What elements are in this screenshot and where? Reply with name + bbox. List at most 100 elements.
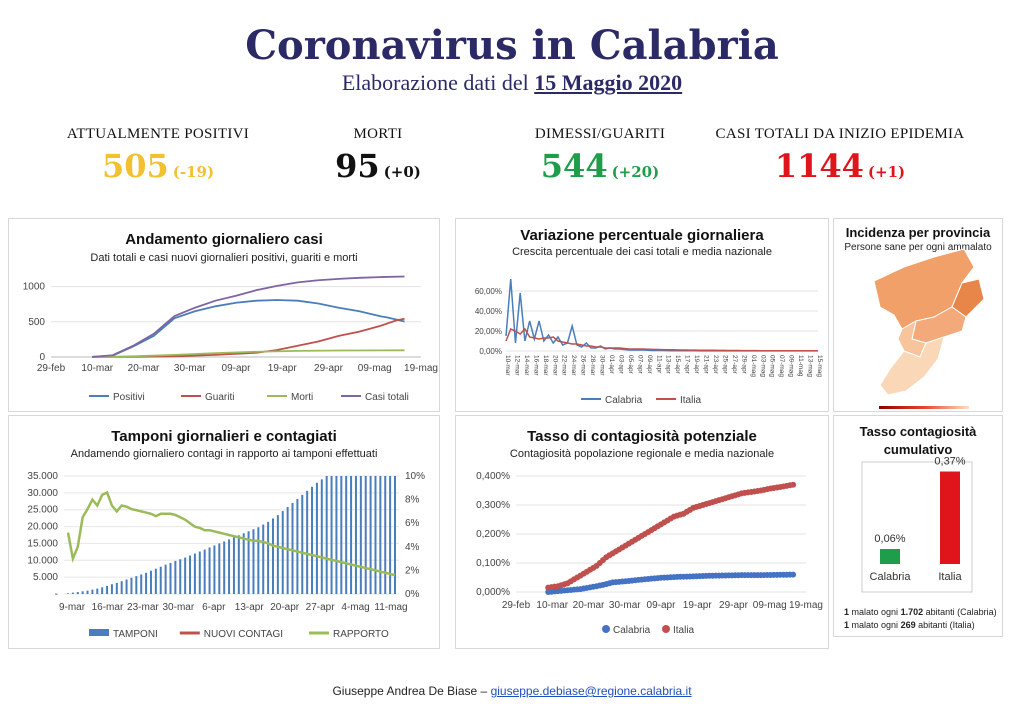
province-reggio: [879, 336, 945, 396]
stat-morti: MORTI 95 (+0): [258, 126, 498, 185]
note2-num2: 269: [900, 620, 916, 630]
legend-swatch: [662, 625, 670, 633]
bar: [91, 589, 94, 594]
series-line: [92, 317, 405, 358]
x-tick-label: 17-apr: [684, 355, 691, 375]
x-tick-label: 4-mag: [341, 602, 369, 613]
bar: [291, 502, 294, 594]
legend-label: Positivi: [113, 392, 145, 403]
y-tick-label: 20,00%: [475, 327, 502, 336]
panel-cumulative: Tasso contagiosità cumulativo 0,06% Calab…: [833, 415, 1003, 637]
x-tick-label: 13-apr: [665, 355, 672, 375]
stat-positivi: ATTUALMENTE POSITIVI 505 (-19): [38, 126, 278, 185]
x-tick-label: Italia: [938, 571, 962, 583]
y-left-tick-label: -: [55, 589, 58, 600]
bar: [271, 518, 274, 594]
stat-label: CASI TOTALI DA INIZIO EPIDEMIA: [715, 126, 965, 142]
x-tick-label: 27-apr: [306, 602, 336, 613]
panel-subtitle: Dati totali e casi nuovi giornalieri pos…: [90, 252, 358, 264]
footer-email-link[interactable]: giuseppe.debiase@regione.calabria.it: [490, 684, 692, 698]
note1-text-b: abitanti (Calabria): [925, 607, 997, 617]
x-tick-label: 20-mar: [551, 355, 558, 376]
y-left-tick-label: 35.000: [27, 471, 58, 482]
x-tick-label: 09-mag: [753, 600, 787, 611]
bar: [359, 476, 362, 594]
x-tick-label: 19-mag: [404, 363, 438, 374]
stat-value: 1144: [774, 147, 864, 185]
data-point: [790, 571, 797, 578]
x-tick-label: 23-mar: [127, 602, 159, 613]
x-tick-label: 12-mar: [513, 355, 520, 376]
y-tick-label: 0,300%: [476, 500, 510, 511]
bar: [76, 591, 79, 594]
bar: [130, 577, 133, 594]
x-tick-label: 30-mar: [609, 600, 641, 611]
bar: [159, 566, 162, 594]
bar: [218, 543, 221, 594]
variation-chart: 0,00% 20,00% 40,00% 60,00% 10-mar 12-mar 14-ma…: [475, 278, 823, 406]
x-tick-label: 9-mar: [59, 602, 86, 613]
panel-title: Tamponi giornalieri e contagiati: [111, 428, 337, 445]
x-tick-label: 29-apr: [314, 363, 344, 374]
legend-swatch: [89, 629, 109, 636]
x-tick-label: 15-apr: [674, 355, 681, 375]
x-tick-label: 11-apr: [655, 355, 662, 374]
panel-province: Incidenza per provincia Persone sane per…: [833, 218, 1003, 412]
legend-label: RAPPORTO: [333, 629, 389, 640]
bar: [140, 574, 143, 594]
legend-label: Guariti: [205, 392, 234, 403]
x-tick-label: 01-apr: [608, 355, 615, 375]
stat-guariti: DIMESSI/GUARITI 544 (+20): [480, 126, 720, 185]
bar: [296, 498, 299, 594]
note1-num: 1: [844, 607, 850, 617]
y-left-tick-label: 25.000: [27, 505, 58, 516]
x-tick-label: 28-mar: [589, 355, 596, 376]
y-right-tick-label: 2%: [405, 565, 420, 576]
y-tick-label: 0,00%: [479, 347, 502, 356]
bar: [228, 539, 231, 594]
y-tick-label: 60,00%: [475, 287, 502, 296]
bar: [189, 555, 192, 594]
x-tick-label: 29-apr: [719, 600, 749, 611]
y-tick-label: 0,400%: [476, 471, 510, 482]
note1-num2: 1.702: [900, 607, 924, 617]
bar: [154, 568, 157, 594]
page-title: Coronavirus in Calabria: [245, 22, 779, 69]
page-subtitle: Elaborazione dati del 15 Maggio 2020: [0, 70, 1024, 96]
cumulative-chart: 0,06% Calabria 0,37% Italia: [861, 456, 973, 593]
y-right-tick-label: 4%: [405, 542, 420, 553]
bar: [223, 541, 226, 594]
x-tick-label: 21-apr: [703, 355, 710, 375]
y-tick-label: 0,000%: [476, 587, 510, 598]
x-tick-label: 6-apr: [202, 602, 226, 613]
bar: [252, 529, 255, 594]
series-line: [92, 299, 405, 358]
bar: [940, 471, 960, 564]
x-tick-label: 07-mag: [778, 355, 785, 377]
bar: [345, 476, 348, 594]
x-tick-label: 07-apr: [636, 355, 643, 375]
panel-contagion: Tasso di contagiosità potenziale Contagi…: [455, 415, 829, 649]
x-tick-label: 14-mar: [523, 355, 530, 376]
bar: [276, 515, 279, 594]
bar: [120, 581, 123, 594]
panel-tests: Tamponi giornalieri e contagiati Andamen…: [8, 415, 440, 649]
x-tick-label: 30-mar: [599, 355, 606, 376]
bar-value-label: 0,37%: [934, 456, 965, 468]
bar: [135, 576, 138, 594]
legend-label: Calabria: [605, 395, 643, 406]
bar: [257, 527, 260, 594]
stat-delta: (+1): [867, 163, 906, 181]
bar: [81, 591, 84, 594]
bar: [106, 585, 109, 594]
map-legend-bar: [879, 406, 969, 409]
x-tick-label: 09-apr: [222, 363, 252, 374]
bar: [354, 476, 357, 594]
x-tick-label: 09-mag: [358, 363, 392, 374]
stat-label: ATTUALMENTE POSITIVI: [66, 126, 250, 142]
x-tick-label: 19-mag: [789, 600, 823, 611]
bar: [340, 476, 343, 594]
stat-label: MORTI: [353, 126, 403, 142]
bar: [213, 545, 216, 594]
stat-casi-totali: CASI TOTALI DA INIZIO EPIDEMIA 1144 (+1): [710, 126, 970, 185]
